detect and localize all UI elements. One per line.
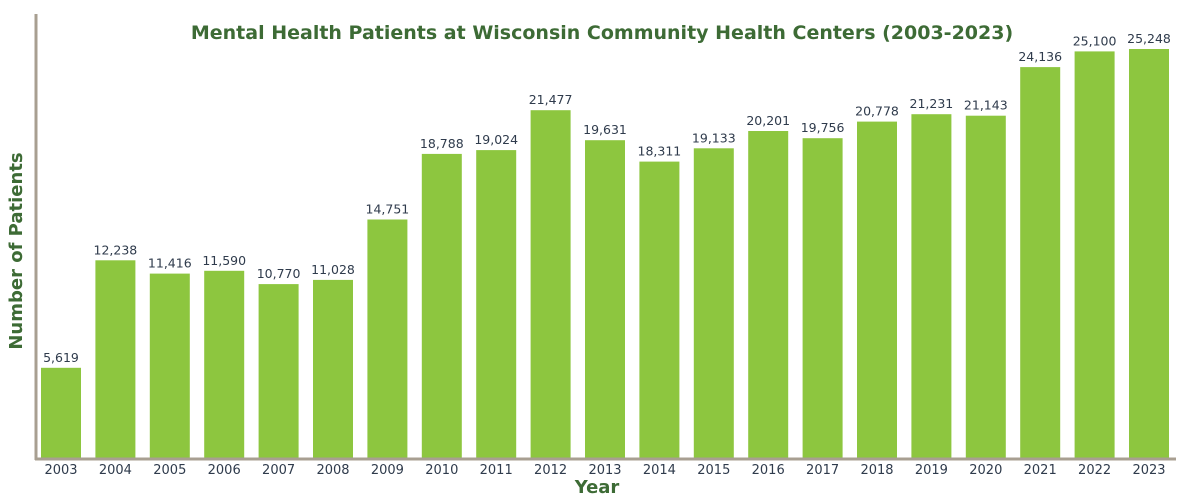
x-tick-label-2016: 2016: [752, 463, 785, 478]
bar-2013: [585, 140, 625, 459]
data-label-2017: 19,756: [801, 120, 845, 135]
x-tick-label-2019: 2019: [915, 463, 948, 478]
bar-2020: [965, 115, 1006, 459]
bar-2012: [530, 110, 571, 459]
bar-2021: [1020, 67, 1061, 459]
data-label-2012: 21,477: [529, 92, 573, 107]
x-tick-label-2021: 2021: [1024, 463, 1057, 478]
x-axis-title: Year: [574, 477, 620, 498]
x-tick-label-2014: 2014: [643, 463, 676, 478]
bar-2010: [421, 153, 462, 459]
data-label-2007: 10,770: [257, 266, 301, 281]
bar-2009: [367, 219, 408, 459]
bar-2014: [639, 161, 680, 459]
data-label-2014: 18,311: [638, 144, 682, 159]
data-label-2009: 14,751: [366, 202, 410, 217]
data-label-2010: 18,788: [420, 136, 464, 151]
x-tick-labels-group: 2003 2004 2005 2006 2007 2008 2009 2010 2011 2012…: [44, 463, 1165, 478]
bar-2017: [802, 138, 843, 459]
bar-2023: [1129, 49, 1169, 459]
bar-2008: [313, 279, 353, 459]
data-label-2016: 20,201: [746, 113, 790, 128]
data-label-2023: 25,248: [1127, 31, 1171, 46]
x-tick-label-2022: 2022: [1078, 463, 1111, 478]
data-labels-group: 5,619 12,238 11,416 11,590 10,770 11,028 14,75…: [43, 31, 1171, 365]
x-tick-label-2006: 2006: [208, 463, 241, 478]
bar-2003: [41, 367, 81, 459]
x-tick-label-2011: 2011: [480, 463, 513, 478]
bars-group: [41, 49, 1169, 460]
x-tick-label-2007: 2007: [262, 463, 295, 478]
x-tick-label-2018: 2018: [860, 463, 893, 478]
x-tick-label-2009: 2009: [371, 463, 404, 478]
data-label-2003: 5,619: [43, 350, 79, 365]
bar-2022: [1074, 51, 1115, 460]
x-tick-label-2023: 2023: [1132, 463, 1165, 478]
bar-2015: [693, 148, 734, 460]
bar-2007: [258, 284, 299, 459]
y-axis-title: Number of Patients: [6, 152, 27, 349]
data-label-2019: 21,231: [910, 96, 954, 111]
data-label-2013: 19,631: [583, 122, 627, 137]
x-tick-label-2003: 2003: [44, 463, 77, 478]
x-tick-label-2012: 2012: [534, 463, 567, 478]
data-label-2008: 11,028: [311, 262, 355, 277]
data-label-2021: 24,136: [1018, 49, 1062, 64]
data-label-2015: 19,133: [692, 130, 736, 145]
x-tick-label-2017: 2017: [806, 463, 839, 478]
x-tick-label-2008: 2008: [316, 463, 349, 478]
data-label-2020: 21,143: [964, 98, 1008, 113]
data-label-2011: 19,024: [474, 132, 518, 147]
bar-2019: [911, 114, 952, 459]
x-tick-label-2015: 2015: [697, 463, 730, 478]
bar-2006: [204, 270, 245, 459]
data-label-2006: 11,590: [202, 253, 246, 268]
bar-2016: [748, 131, 789, 459]
data-label-2005: 11,416: [148, 256, 192, 271]
x-tick-label-2004: 2004: [99, 463, 132, 478]
x-tick-label-2005: 2005: [153, 463, 186, 478]
bar-2018: [857, 121, 897, 459]
chart-title: Mental Health Patients at Wisconsin Comm…: [191, 22, 1013, 44]
bar-2005: [149, 273, 190, 459]
x-tick-label-2013: 2013: [588, 463, 621, 478]
data-label-2018: 20,778: [855, 104, 899, 119]
bar-2011: [476, 150, 517, 459]
data-label-2022: 25,100: [1073, 33, 1117, 48]
x-tick-label-2010: 2010: [425, 463, 458, 478]
bar-2004: [95, 260, 136, 459]
x-tick-label-2020: 2020: [969, 463, 1002, 478]
data-label-2004: 12,238: [94, 242, 138, 257]
